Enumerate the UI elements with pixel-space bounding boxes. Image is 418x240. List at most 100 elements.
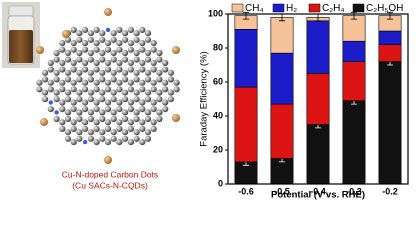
carbon-atom xyxy=(104,119,112,126)
carbon-atom xyxy=(139,59,146,66)
carbon-atom xyxy=(64,109,72,116)
carbon-atom xyxy=(82,46,89,53)
carbon-atom xyxy=(116,119,123,126)
carbon-atom xyxy=(122,30,129,37)
carbon-atom xyxy=(122,96,129,103)
carbon-atom xyxy=(104,139,112,146)
carbon-atom xyxy=(99,115,106,123)
carbon-atom xyxy=(110,89,117,96)
carbon-atom xyxy=(139,125,146,132)
carbon-atom xyxy=(99,30,106,37)
carbon-atom xyxy=(70,79,77,86)
carbon-atom xyxy=(104,86,112,93)
carbon-atom xyxy=(82,59,89,66)
y-tick-label: 0 xyxy=(218,178,223,188)
carbon-atom xyxy=(144,30,152,37)
copper-atom xyxy=(172,114,180,122)
carbon-atom xyxy=(76,30,83,37)
carbon-atom xyxy=(139,139,146,146)
nitrogen-atom xyxy=(48,100,53,105)
carbon-atom xyxy=(127,119,134,126)
carbon-atom xyxy=(139,40,146,47)
carbon-atom xyxy=(116,26,123,33)
bar-segment xyxy=(342,100,366,185)
carbon-atom xyxy=(76,129,83,136)
bar-segment xyxy=(306,73,330,125)
carbon-atom xyxy=(110,36,117,43)
bar-segment xyxy=(378,61,402,185)
copper-atom xyxy=(40,118,48,126)
carbon-atom xyxy=(64,135,72,142)
copper-atom xyxy=(172,46,180,54)
carbon-atom xyxy=(156,76,163,83)
carbon-atom xyxy=(70,40,77,47)
carbon-atom xyxy=(93,139,100,146)
carbon-atom xyxy=(87,135,94,142)
carbon-atom xyxy=(122,135,129,142)
carbon-atom xyxy=(122,76,129,83)
carbon-atom xyxy=(70,119,77,126)
carbon-atom xyxy=(82,86,89,93)
carbon-atom xyxy=(53,49,60,57)
carbon-atom xyxy=(150,106,157,113)
bar-segment xyxy=(270,158,294,185)
carbon-atom xyxy=(82,106,89,113)
carbon-atom xyxy=(156,89,163,96)
carbon-atom xyxy=(104,106,112,113)
carbon-atom xyxy=(70,66,77,73)
carbon-atom xyxy=(173,86,180,93)
carbon-atom xyxy=(116,106,123,113)
carbon-atom xyxy=(150,86,157,93)
copper-atom xyxy=(62,30,70,38)
carbon-atom xyxy=(122,89,129,96)
chart: 0 20 40 60 80 100 Faraday Efficiency (%) Potent… xyxy=(199,3,409,200)
copper-atom xyxy=(104,156,112,164)
carbon-atom xyxy=(156,69,163,76)
y-tick-label: 60 xyxy=(213,76,223,86)
carbon-atom xyxy=(133,30,140,37)
carbon-atom xyxy=(116,125,123,132)
x-tick-label: -0.6 xyxy=(238,186,254,196)
carbon-atom xyxy=(150,79,157,86)
carbon-atom xyxy=(59,79,66,86)
carbon-atom xyxy=(156,56,163,63)
carbon-atom xyxy=(42,89,49,96)
carbon-atom xyxy=(150,125,157,132)
carbon-atom xyxy=(76,89,83,96)
carbon-atom xyxy=(133,96,140,103)
carbon-atom xyxy=(64,89,72,96)
carbon-atom xyxy=(64,76,72,83)
carbon-atom xyxy=(116,59,123,66)
carbon-atom xyxy=(99,129,106,136)
carbon-atom xyxy=(150,40,157,47)
carbon-atom xyxy=(116,79,123,86)
carbon-atom xyxy=(167,76,174,83)
carbon-atom xyxy=(59,66,66,73)
legend-swatch xyxy=(308,3,321,13)
carbon-atom xyxy=(59,59,66,66)
carbon-atom xyxy=(87,56,94,63)
carbon-atom xyxy=(156,109,163,116)
carbon-atom xyxy=(76,76,83,83)
carbon-atom xyxy=(93,106,100,113)
carbon-atom xyxy=(110,115,117,123)
carbon-atom xyxy=(122,49,129,57)
carbon-atom xyxy=(150,119,157,126)
bar-segment xyxy=(306,20,330,74)
bar-segment xyxy=(270,52,294,105)
bar-segment xyxy=(378,44,402,62)
carbon-atom xyxy=(133,129,140,136)
carbon-atom xyxy=(162,79,169,86)
bar-segment xyxy=(306,124,330,185)
carbon-atom xyxy=(104,46,112,53)
carbon-atom xyxy=(133,115,140,123)
carbon-atom xyxy=(116,99,123,106)
carbon-atom xyxy=(99,49,106,57)
carbon-atom xyxy=(144,115,152,123)
carbon-atom xyxy=(53,76,60,83)
plot-frame xyxy=(227,13,409,185)
carbon-atom xyxy=(87,109,94,116)
carbon-atom xyxy=(42,76,49,83)
carbon-atom xyxy=(82,66,89,73)
carbon-atom xyxy=(87,115,94,123)
